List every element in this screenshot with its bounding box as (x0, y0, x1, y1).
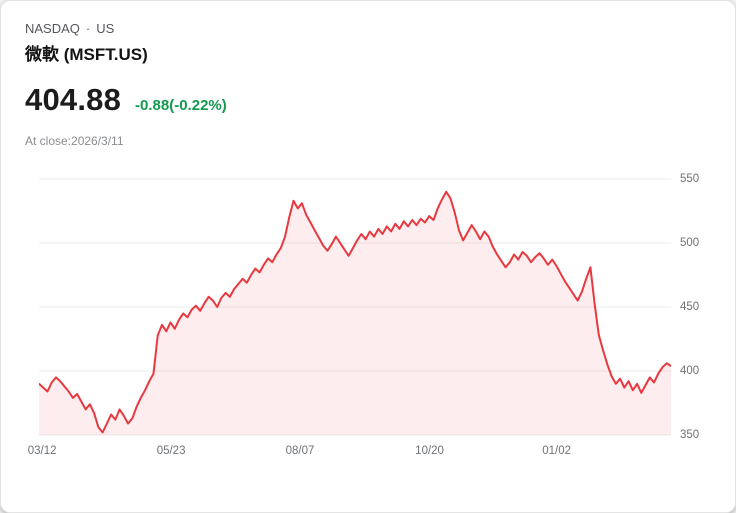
region-label: US (96, 21, 115, 36)
x-axis-tick: 03/12 (27, 445, 57, 457)
x-axis-tick: 08/07 (285, 445, 315, 457)
close-time-note: At close:2026/3/11 (25, 134, 124, 148)
area-chart-svg (39, 178, 671, 436)
x-axis-tick: 10/20 (415, 445, 444, 457)
y-axis-tick: 550 (680, 172, 700, 185)
price-line (39, 190, 671, 434)
y-axis-tick: 350 (680, 429, 700, 441)
price-change: -0.88(-0.22%) (135, 97, 227, 114)
y-axis-tick: 500 (680, 237, 700, 249)
y-axis-labels: 550 500 450 400 350 (671, 173, 711, 441)
x-axis-tick: 05/23 (156, 445, 186, 457)
x-axis-labels: 03/12 05/23 08/07 10/20 01/02 (28, 436, 671, 464)
exchange-label: NASDAQ (25, 21, 80, 36)
y-axis-tick: 400 (680, 365, 700, 377)
price-area-fill (39, 191, 671, 435)
stock-name: 微軟 (MSFT.US) (25, 45, 148, 64)
y-axis-tick: 450 (680, 301, 700, 313)
exchange-info: NASDAQ · US (25, 21, 711, 37)
price-chart[interactable]: 550 500 450 400 350 03/12 05/23 08/07 10/20 01/0… (28, 173, 711, 464)
price-row: 404.88 -0.88(-0.22%) (25, 82, 711, 118)
dot-separator: · (85, 21, 91, 36)
current-price: 404.88 (25, 82, 122, 117)
x-axis-tick: 01/02 (542, 445, 571, 457)
plot-area[interactable] (39, 178, 671, 436)
